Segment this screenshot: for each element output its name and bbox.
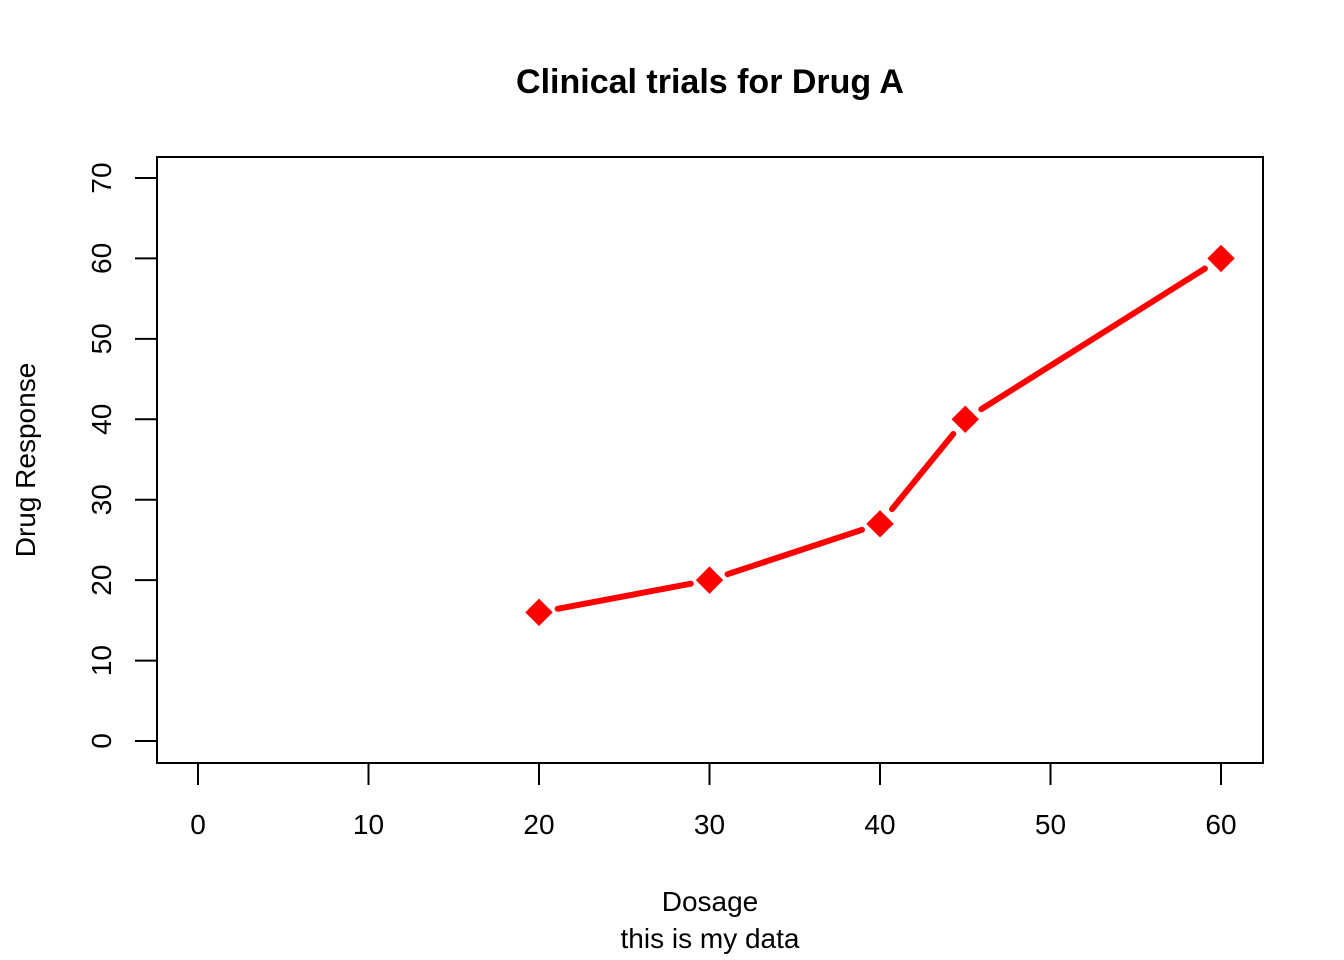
- x-tick-label: 60: [1205, 809, 1236, 840]
- x-tick-label: 0: [190, 809, 206, 840]
- y-tick-label: 30: [86, 484, 117, 515]
- y-tick-label: 60: [86, 243, 117, 274]
- x-tick-label: 30: [694, 809, 725, 840]
- y-tick-label: 0: [86, 733, 117, 749]
- x-axis: 0 10 20 30 40 50 60: [190, 762, 1237, 840]
- y-axis-label: Drug Response: [10, 363, 41, 558]
- y-tick-label: 10: [86, 645, 117, 676]
- series-line-segment: [724, 526, 865, 578]
- x-tick-label: 20: [523, 809, 554, 840]
- chart-title: Clinical trials for Drug A: [516, 63, 904, 101]
- x-tick-label: 10: [353, 809, 384, 840]
- series-line-segment: [978, 265, 1208, 413]
- data-point: [695, 566, 724, 594]
- x-axis-subtitle: this is my data: [621, 923, 800, 954]
- y-tick-label: 70: [86, 162, 117, 193]
- data-point: [951, 405, 979, 433]
- x-tick-label: 50: [1035, 809, 1066, 840]
- series-layer: [525, 244, 1235, 627]
- plot-frame: [156, 156, 1264, 764]
- data-point: [866, 510, 894, 538]
- series-line-segment: [554, 580, 694, 612]
- x-tick-label: 40: [864, 809, 895, 840]
- series-line-segment: [889, 431, 957, 513]
- data-point: [525, 598, 553, 627]
- y-tick-label: 20: [86, 565, 117, 596]
- x-axis-label: Dosage: [662, 886, 759, 917]
- y-tick-label: 40: [86, 404, 117, 435]
- y-axis: 0 10 20 30 40 50 60 70: [86, 162, 158, 749]
- y-tick-label: 50: [86, 323, 117, 354]
- data-point: [1207, 244, 1235, 273]
